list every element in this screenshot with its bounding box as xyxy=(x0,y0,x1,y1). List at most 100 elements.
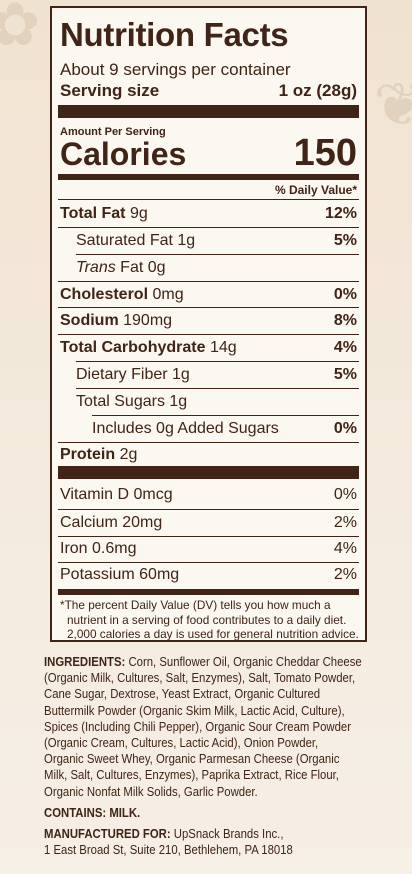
rule xyxy=(76,388,359,389)
vitamin-dv: 2% xyxy=(333,566,357,583)
rule xyxy=(58,442,359,443)
vitamin-row: Calcium 20mg 2% xyxy=(60,510,357,536)
vitamin-name: Calcium xyxy=(60,514,118,531)
medium-rule xyxy=(58,589,359,595)
contains-value: MILK. xyxy=(109,804,141,820)
footnote-line: *The percent Daily Value (DV) tells you … xyxy=(60,598,331,612)
nutrient-name: Total Fat xyxy=(60,205,126,222)
nutrient-dv: 12% xyxy=(324,205,357,222)
ingredients-text: Corn, Sunflower Oil, Organic Cheddar Che… xyxy=(128,654,362,669)
calories-value: 150 xyxy=(293,132,357,174)
nutrient-amount: 0g xyxy=(147,259,166,276)
rule xyxy=(92,415,359,416)
manufacturer-label: MANUFACTURED FOR: xyxy=(44,826,171,842)
rule xyxy=(58,307,359,308)
nutrient-name: Cholesterol xyxy=(60,286,149,303)
serving-size-label: Serving size xyxy=(60,81,160,100)
nutrient-name: Includes 0g Added Sugars xyxy=(92,420,279,437)
nutrient-dv: 5% xyxy=(333,232,357,249)
vitamin-amount: 0.6mg xyxy=(92,540,137,557)
rule xyxy=(58,281,359,282)
vitamin-row: Vitamin D 0mcg 0% xyxy=(60,482,357,508)
nutrient-row: Protein 2g xyxy=(60,442,357,468)
rule xyxy=(58,334,359,335)
nutrient-row: Trans Fat 0g xyxy=(76,255,357,281)
vitamin-dv: 4% xyxy=(333,540,357,557)
amount-per-serving: Amount Per Serving xyxy=(60,126,166,138)
ingredients-line: (Organic Cream, Cultures, Lactic Acid), … xyxy=(44,735,319,751)
nutrient-name: Dietary Fiber xyxy=(76,366,168,383)
ingredients-line: Milk, Salt, Cultures, Enzymes), Paprika … xyxy=(44,767,339,783)
decoration: ✿ xyxy=(0,0,41,58)
vitamin-row: Iron 0.6mg 4% xyxy=(60,536,357,562)
vitamin-amount: 0mcg xyxy=(133,486,173,503)
nutrient-name: Protein xyxy=(60,446,116,463)
thick-rule xyxy=(58,105,359,118)
label-title: Nutrition Facts xyxy=(60,16,289,53)
nutrient-row: Includes 0g Added Sugars 0% xyxy=(92,416,357,442)
ingredients-line: Organic Nonfat Milk Solids, Garlic Powde… xyxy=(44,783,258,799)
footnote-line: nutrient in a serving of food contribute… xyxy=(67,612,347,627)
nutrient-dv: 8% xyxy=(333,312,357,329)
rule xyxy=(58,227,359,228)
nutrient-row: Cholesterol 0mg 0% xyxy=(60,282,357,308)
vitamin-row: Potassium 60mg 2% xyxy=(60,562,357,588)
nutrient-row: Sodium 190mg 8% xyxy=(60,308,357,334)
nutrient-row: Total Fat 9g 12% xyxy=(60,201,357,227)
nutrient-dv: 0% xyxy=(333,420,357,437)
nutrient-amount: 14g xyxy=(209,339,237,356)
nutrient-amount: 190mg xyxy=(123,312,173,329)
rule xyxy=(58,509,359,510)
serving-size-value: 1 oz (28g) xyxy=(278,81,357,100)
rule xyxy=(76,361,359,362)
rule xyxy=(76,254,359,255)
vitamin-name: Iron xyxy=(60,540,88,557)
footnote-line: 2,000 calories a day is used for general… xyxy=(67,627,359,641)
ingredients-line: Cane Sugar, Dextrose, Yeast Extract, Org… xyxy=(44,686,321,702)
servings: About 9 servings per container xyxy=(60,60,291,79)
rule xyxy=(58,536,359,537)
vitamin-name: Vitamin D xyxy=(60,486,130,503)
nutrient-row: Total Sugars 1g xyxy=(76,389,357,415)
rule xyxy=(58,562,359,563)
nutrient-row: Total Carbohydrate 14g 4% xyxy=(60,335,357,361)
nutrient-amount: 1g xyxy=(177,232,196,249)
nutrient-amount: 1g xyxy=(169,393,188,410)
decoration: ❦ xyxy=(373,72,412,138)
contains: CONTAINS: MILK. xyxy=(44,805,397,821)
nutrient-name: Sodium xyxy=(60,312,119,329)
nutrient-amount: 1g xyxy=(172,366,190,383)
manufacturer-line: 1 East Broad St, Suite 210, Bethlehem, P… xyxy=(44,842,293,858)
medium-rule xyxy=(58,174,359,180)
ingredients-line: (Organic Milk, Cultures, Salt, Enzymes),… xyxy=(44,670,356,686)
nutrient-name: Total Carbohydrate xyxy=(60,339,206,356)
nutrient-dv: 4% xyxy=(333,339,357,356)
nutrient-dv: 5% xyxy=(333,366,357,383)
manufacturer: MANUFACTURED FOR: UpSnack Brands Inc., xyxy=(44,826,397,842)
nutrient-amount: 9g xyxy=(129,205,148,222)
dv-header: % Daily Value* xyxy=(274,183,357,197)
nutrient-prefix: Trans xyxy=(76,259,116,276)
nutrient-name: Total Sugars xyxy=(76,393,165,410)
contains-label: CONTAINS: xyxy=(44,804,107,820)
manufacturer-line: UpSnack Brands Inc., xyxy=(173,826,284,842)
vitamin-dv: 0% xyxy=(333,486,357,503)
vitamin-amount: 20mg xyxy=(122,514,163,531)
ingredients-line: Organic Sweet Whey, Organic Parmesan Che… xyxy=(44,751,340,767)
ingredients: INGREDIENTS: Corn, Sunflower Oil, Organi… xyxy=(44,654,397,858)
footnote: *The percent Daily Value (DV) tells you … xyxy=(60,598,359,642)
nutrition-label: Nutrition Facts About 9 servings per con… xyxy=(50,6,367,642)
rule xyxy=(58,199,359,200)
nutrient-row: Dietary Fiber 1g 5% xyxy=(76,362,357,388)
nutrient-amount: 0mg xyxy=(152,286,184,303)
calories-label: Calories xyxy=(60,136,187,172)
ingredients-line: INGREDIENTS: Corn, Sunflower Oil, Organi… xyxy=(44,654,397,670)
vitamin-amount: 60mg xyxy=(139,566,180,583)
vitamin-name: Potassium xyxy=(60,566,135,583)
nutrient-row: Saturated Fat 1g 5% xyxy=(76,228,357,254)
nutrient-name: Saturated Fat xyxy=(76,232,173,249)
nutrient-amount: 2g xyxy=(119,446,138,463)
serving-size: Serving size 1 oz (28g) xyxy=(60,81,357,101)
